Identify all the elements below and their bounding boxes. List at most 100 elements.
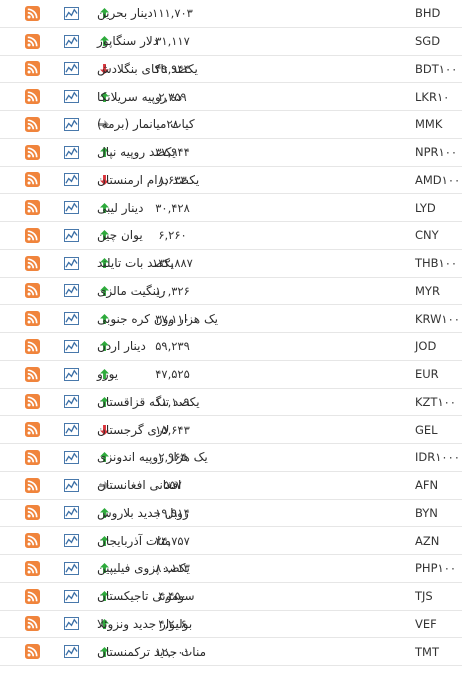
chart-icon[interactable] [63, 333, 79, 360]
currency-code: VEF [415, 616, 437, 631]
chart-icon[interactable] [63, 194, 79, 221]
rss-icon[interactable] [24, 56, 40, 83]
rss-icon[interactable] [24, 500, 40, 527]
chart-icon[interactable] [63, 28, 79, 55]
currency-name: دینار لیبی [97, 200, 144, 215]
price-value: ۱۲,۰۰۱ [155, 644, 190, 659]
table-row: ۲۸ کیات میانمار (برمه) MMK [0, 111, 462, 139]
table-row: ۳۷,۱۱۰ یک هزار وون کره جنوبی KRW۱۰۰۰ [0, 305, 462, 333]
price-value: ۱۵,۶۴۳ [155, 422, 190, 437]
chart-icon[interactable] [63, 527, 79, 554]
chart-icon[interactable] [63, 444, 79, 471]
table-row: ۴۷,۵۲۵ یورو EUR [0, 361, 462, 389]
chart-icon[interactable] [63, 500, 79, 527]
table-row: ۳۰,۴۲۸ دینار لیبی LYD [0, 194, 462, 222]
rss-icon[interactable] [24, 28, 40, 55]
rss-icon[interactable] [24, 444, 40, 471]
arrow-up-icon [97, 361, 111, 388]
currency-code: TMT [415, 644, 439, 659]
table-row: ۴۹,۹۴۴ یکصد تاکای بنگلادش BDT۱۰۰ [0, 56, 462, 84]
rss-icon[interactable] [24, 527, 40, 554]
arrow-up-icon [97, 305, 111, 332]
currency-code: GEL [415, 422, 438, 437]
arrow-up-icon [97, 139, 111, 166]
price-value: ۲,۳۵۹ [158, 89, 187, 104]
chart-icon[interactable] [63, 167, 79, 194]
table-row: ۳۷,۹۴۴ یکصد روپیه نپال NPR۱۰۰ [0, 139, 462, 167]
table-row: ۱۲,۰۰۱ منات جدید ترکمنستان TMT [0, 638, 462, 666]
rss-icon[interactable] [24, 305, 40, 332]
rss-icon[interactable] [24, 111, 40, 138]
currency-code: NPR۱۰۰ [415, 145, 458, 160]
currency-code: AMD۱۰۰ [415, 172, 461, 187]
table-row: ۸۰,۱۱۳ یکصد پزوی فیلیپین PHP۱۰۰ [0, 555, 462, 583]
currency-name: منات آذربایجان [97, 533, 171, 548]
currency-name: ده روپیه سریلانکا [97, 89, 183, 104]
rss-icon[interactable] [24, 333, 40, 360]
table-row: ۴,۴۵۰ سومونی تاجیکستان TJS [0, 583, 462, 611]
rss-icon[interactable] [24, 167, 40, 194]
currency-name: رینگیت مالزی [97, 283, 166, 298]
price-value: ۲۸ [166, 117, 179, 132]
currency-name: روبل جدید بلاروس [97, 505, 189, 520]
rss-icon[interactable] [24, 611, 40, 638]
chart-icon[interactable] [63, 56, 79, 83]
chart-icon[interactable] [63, 416, 79, 443]
rss-icon[interactable] [24, 472, 40, 499]
price-value: ۵۹,۲۳۹ [155, 339, 190, 354]
chart-icon[interactable] [63, 0, 79, 27]
table-row: ۲۴,۷۵۷ منات آذربایجان AZN [0, 527, 462, 555]
arrow-up-icon [97, 444, 111, 471]
arrow-up-icon [97, 28, 111, 55]
currency-code: BYN [415, 505, 438, 520]
arrow-right-icon [97, 111, 111, 138]
chart-icon[interactable] [63, 472, 79, 499]
chart-icon[interactable] [63, 222, 79, 249]
currency-name: یکصد پزوی فیلیپین [97, 561, 190, 576]
rss-icon[interactable] [24, 194, 40, 221]
arrow-up-icon [97, 527, 111, 554]
currency-code: CNY [415, 228, 439, 243]
chart-icon[interactable] [63, 611, 79, 638]
rss-icon[interactable] [24, 139, 40, 166]
currency-code: IDR۱۰۰۰ [415, 450, 460, 465]
chart-icon[interactable] [63, 555, 79, 582]
table-row: ۱۰,۳۲۶ رینگیت مالزی MYR [0, 278, 462, 306]
chart-icon[interactable] [63, 139, 79, 166]
currency-code: EUR [415, 367, 439, 382]
price-value: ۳۰,۴۲۸ [155, 200, 190, 215]
chart-icon[interactable] [63, 389, 79, 416]
table-row: ۱۵,۶۴۳ لاری گرجستان GEL [0, 416, 462, 444]
rss-icon[interactable] [24, 278, 40, 305]
chart-icon[interactable] [63, 111, 79, 138]
arrow-up-icon [97, 194, 111, 221]
currency-code: AZN [415, 533, 440, 548]
chart-icon[interactable] [63, 305, 79, 332]
price-value: ۲۴,۷۵۷ [155, 533, 190, 548]
rss-icon[interactable] [24, 250, 40, 277]
rss-icon[interactable] [24, 361, 40, 388]
price-value: ۸۰,۱۱۳ [155, 561, 190, 576]
rss-icon[interactable] [24, 583, 40, 610]
table-row: ۱۹,۹۱۴ روبل جدید بلاروس BYN [0, 500, 462, 528]
rss-icon[interactable] [24, 222, 40, 249]
chart-icon[interactable] [63, 83, 79, 110]
rss-icon[interactable] [24, 0, 40, 27]
rss-icon[interactable] [24, 83, 40, 110]
currency-code: LYD [415, 200, 436, 215]
arrow-up-icon [97, 389, 111, 416]
currency-name: کیات میانمار (برمه) [97, 117, 195, 132]
chart-icon[interactable] [63, 250, 79, 277]
chart-icon[interactable] [63, 361, 79, 388]
rss-icon[interactable] [24, 416, 40, 443]
currency-code: MYR [415, 283, 440, 298]
chart-icon[interactable] [63, 638, 79, 665]
chart-icon[interactable] [63, 583, 79, 610]
rss-icon[interactable] [24, 638, 40, 665]
currency-code: TJS [415, 589, 433, 604]
chart-icon[interactable] [63, 278, 79, 305]
currency-code: MMK [415, 117, 443, 132]
price-value: ۴,۲۰۶ [158, 616, 187, 631]
rss-icon[interactable] [24, 555, 40, 582]
rss-icon[interactable] [24, 389, 40, 416]
